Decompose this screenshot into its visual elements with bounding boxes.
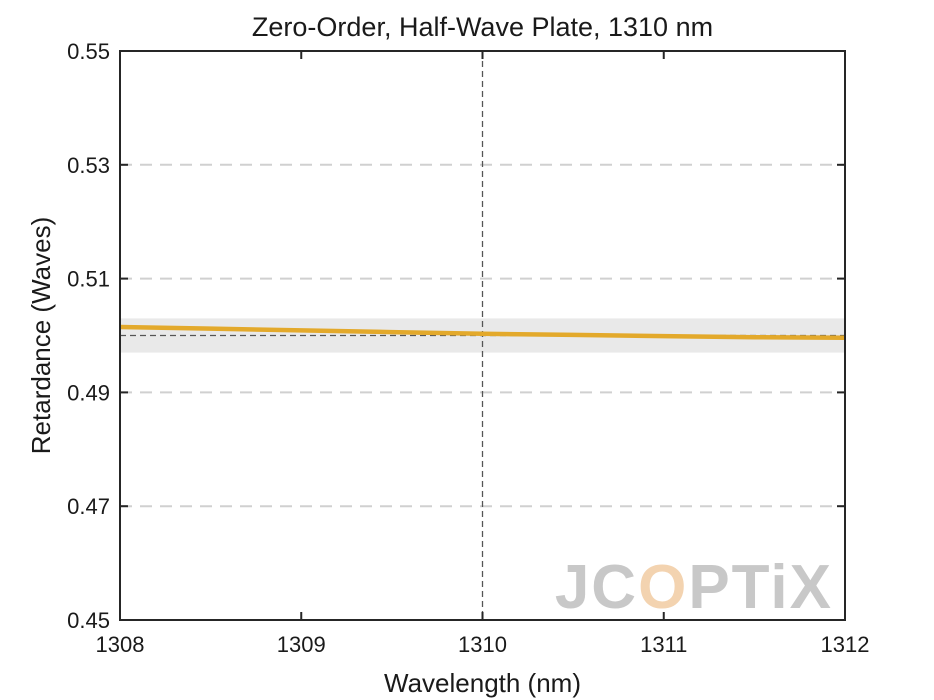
x-tick-label-4: 1312 <box>821 632 870 657</box>
y-axis-label: Retardance (Waves) <box>26 217 56 454</box>
y-tick-label-3: 0.51 <box>67 267 110 292</box>
y-tick-label-4: 0.53 <box>67 153 110 178</box>
series-layer <box>119 324 846 341</box>
y-tick-label-1: 0.47 <box>67 494 110 519</box>
x-tick-label-1: 1309 <box>277 632 326 657</box>
logo-part-1: O <box>638 553 688 622</box>
series-line-0 <box>119 324 846 341</box>
y-tick-label-2: 0.49 <box>67 380 110 405</box>
logo-part-2: PTiX <box>688 553 833 622</box>
x-tick-label-0: 1308 <box>96 632 145 657</box>
axis-ticks: 1308 1309 1310 1311 1312 0.45 0.47 0.49 0.51 0.53… <box>67 39 869 657</box>
jcoptix-logo: JCOPTiX <box>555 553 833 622</box>
x-axis-label: Wavelength (nm) <box>384 668 581 698</box>
x-tick-label-3: 1311 <box>640 632 687 657</box>
y-tick-label-5: 0.55 <box>67 39 110 64</box>
logo-part-0: JC <box>555 553 638 622</box>
y-tick-label-0: 0.45 <box>67 608 110 633</box>
x-tick-label-2: 1310 <box>458 632 507 657</box>
chart-title: Zero-Order, Half-Wave Plate, 1310 nm <box>252 12 713 42</box>
